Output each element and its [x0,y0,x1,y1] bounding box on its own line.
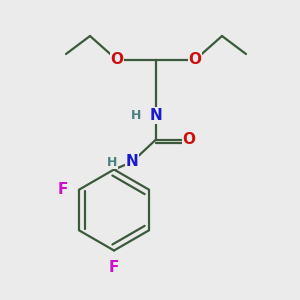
Text: O: O [188,52,202,68]
Text: F: F [109,260,119,274]
Text: N: N [150,108,162,123]
Text: F: F [57,182,68,197]
Text: O: O [182,132,196,147]
Text: H: H [131,109,142,122]
Text: O: O [110,52,124,68]
Text: H: H [107,155,118,169]
Text: N: N [126,154,138,169]
